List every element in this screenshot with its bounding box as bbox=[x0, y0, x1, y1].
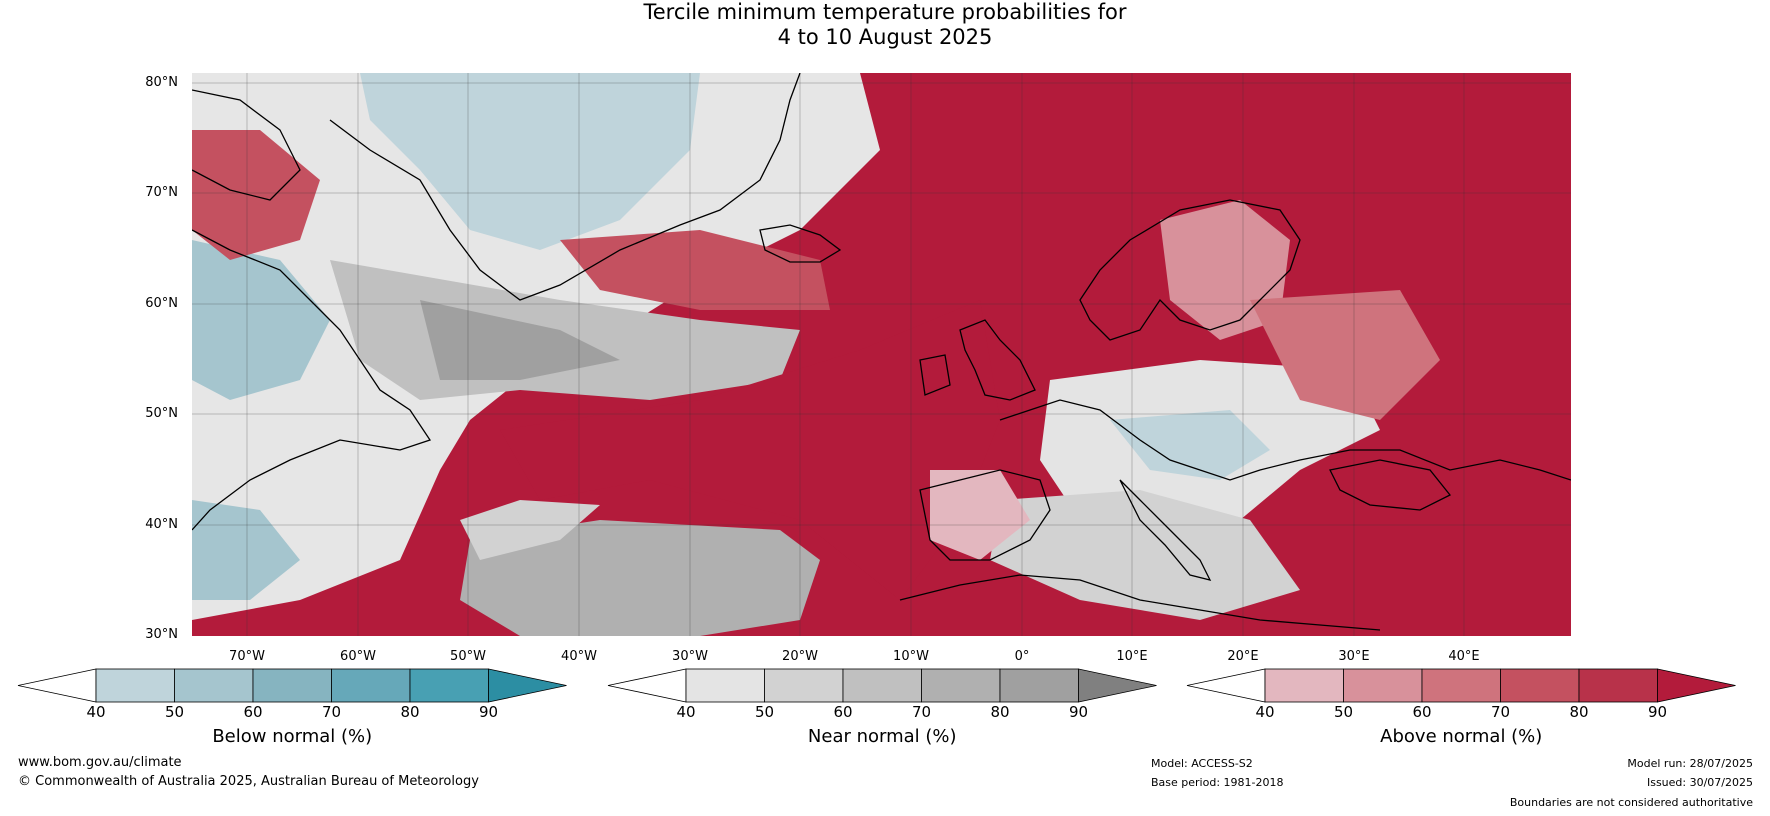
colorbar-tick-label: 40 bbox=[676, 703, 696, 721]
colorbar-tick-label: 70 bbox=[911, 703, 932, 721]
colorbar-tick-label: 50 bbox=[164, 703, 185, 721]
region-canada-red bbox=[192, 130, 320, 260]
lon-label: 10°E bbox=[1116, 649, 1148, 664]
title-line-1: Tercile minimum temperature probabilitie… bbox=[643, 0, 1127, 24]
lat-label: 60°N bbox=[145, 296, 178, 311]
lon-label: 30°W bbox=[672, 649, 708, 664]
colorbar-segment bbox=[1500, 668, 1580, 703]
lat-label: 50°N bbox=[145, 406, 178, 421]
colorbar-tick-label: 70 bbox=[321, 703, 342, 721]
lon-label: 60°W bbox=[340, 649, 376, 664]
region-nw-blue bbox=[360, 73, 700, 250]
colorbar-segment bbox=[685, 668, 765, 703]
map-panel bbox=[192, 73, 1571, 636]
colorbar-extend-low bbox=[607, 668, 687, 703]
region-atlantic-red-band bbox=[500, 300, 1000, 600]
coastline-scandinavia bbox=[1079, 199, 1301, 341]
colorbar-segment bbox=[252, 668, 332, 703]
colorbar-segment bbox=[1343, 668, 1423, 703]
lon-label: 50°W bbox=[450, 649, 486, 664]
lat-label: 30°N bbox=[145, 627, 178, 642]
colorbar-extend-high bbox=[1657, 668, 1736, 703]
colorbar-title: Near normal (%) bbox=[807, 726, 957, 747]
lon-label: 40°W bbox=[561, 649, 597, 664]
graticule bbox=[192, 73, 1571, 636]
coastline-north-africa bbox=[899, 574, 1381, 631]
base-period-text: Base period: 1981-2018 bbox=[1151, 776, 1284, 789]
colorbar-tick-label: 90 bbox=[1647, 703, 1668, 721]
lon-label: 20°E bbox=[1227, 649, 1259, 664]
colorbar-segment bbox=[764, 668, 844, 703]
region-labrador-blue bbox=[192, 240, 330, 400]
lat-label: 70°N bbox=[145, 185, 178, 200]
chart-title: Tercile minimum temperature probabilitie… bbox=[0, 0, 1770, 50]
region-eastern-europe-pink bbox=[1250, 290, 1440, 420]
coastline-greenland bbox=[329, 73, 801, 301]
coastline-iberia bbox=[919, 469, 1051, 561]
model-text: Model: ACCESS-S2 bbox=[1151, 757, 1253, 770]
colorbar-segment bbox=[842, 668, 922, 703]
colorbar-tick-label: 90 bbox=[1068, 703, 1089, 721]
colorbar-segment bbox=[331, 668, 411, 703]
colorbar-segment bbox=[409, 668, 489, 703]
coastline-iceland bbox=[759, 224, 842, 263]
model-run-text: Model run: 28/07/2025 bbox=[1627, 757, 1753, 770]
colorbar-segment bbox=[921, 668, 1001, 703]
colorbar-tick-label: 50 bbox=[1333, 703, 1354, 721]
colorbars bbox=[17, 668, 1736, 703]
region-central-europe-blue bbox=[1110, 410, 1270, 480]
colorbar-tick-label: 80 bbox=[1569, 703, 1589, 721]
colorbar-segment bbox=[174, 668, 254, 703]
website-text: www.bom.gov.au/climate bbox=[18, 755, 182, 770]
colorbar-extend-low bbox=[1186, 668, 1266, 703]
coastline-baffin bbox=[192, 89, 301, 201]
lat-label: 40°N bbox=[145, 517, 178, 532]
copyright-text: © Commonwealth of Australia 2025, Austra… bbox=[18, 774, 479, 789]
colorbar-tick-label: 40 bbox=[86, 703, 106, 721]
colorbar-tick-label: 60 bbox=[243, 703, 263, 721]
colorbar-extend-low bbox=[17, 668, 97, 703]
region-iberia-pink bbox=[930, 470, 1030, 560]
colorbar-segment bbox=[1264, 668, 1344, 703]
title-line-2: 4 to 10 August 2025 bbox=[777, 25, 993, 49]
colorbar-title: Below normal (%) bbox=[212, 726, 373, 747]
coastline-british-isles bbox=[919, 319, 1036, 401]
colorbar-segment bbox=[999, 668, 1079, 703]
region-subtropical-light bbox=[460, 500, 600, 560]
lon-label: 0° bbox=[1014, 649, 1030, 664]
colorbar-tick-label: 90 bbox=[478, 703, 499, 721]
region-grey-dark bbox=[420, 300, 620, 380]
colorbar-title: Above normal (%) bbox=[1380, 726, 1543, 747]
lon-label: 70°W bbox=[229, 649, 265, 664]
colorbar-extend-high bbox=[488, 668, 567, 703]
lon-label: 10°W bbox=[893, 649, 929, 664]
region-greenland-red bbox=[560, 230, 830, 310]
colorbar-segment bbox=[1578, 668, 1658, 703]
colorbar-segment bbox=[95, 668, 175, 703]
colorbar-tick-label: 80 bbox=[990, 703, 1010, 721]
coastline-black-sea bbox=[1329, 459, 1452, 511]
issued-text: Issued: 30/07/2025 bbox=[1646, 776, 1753, 789]
colorbar-tick-label: 60 bbox=[833, 703, 853, 721]
colorbar-tick-label: 60 bbox=[1412, 703, 1432, 721]
region-mediterranean-grey bbox=[990, 490, 1300, 620]
lon-label: 40°E bbox=[1448, 649, 1480, 664]
region-sw-blue bbox=[192, 500, 300, 600]
lon-label: 20°W bbox=[782, 649, 818, 664]
region-subtropical-grey bbox=[460, 520, 820, 636]
colorbar-tick-label: 40 bbox=[1255, 703, 1275, 721]
lat-label: 80°N bbox=[145, 75, 178, 90]
coastline-labrador bbox=[192, 229, 432, 531]
colorbar-tick-label: 80 bbox=[400, 703, 420, 721]
coastlines bbox=[192, 73, 1571, 631]
lon-label: 30°E bbox=[1338, 649, 1370, 664]
coastline-europe bbox=[999, 399, 1571, 481]
colorbar-segment bbox=[1421, 668, 1501, 703]
disclaimer-text: Boundaries are not considered authoritat… bbox=[1509, 796, 1753, 809]
coastline-italy bbox=[1119, 479, 1212, 581]
colorbar-tick-label: 50 bbox=[754, 703, 775, 721]
colorbar-tick-label: 70 bbox=[1490, 703, 1511, 721]
colorbar-extend-high bbox=[1078, 668, 1157, 703]
